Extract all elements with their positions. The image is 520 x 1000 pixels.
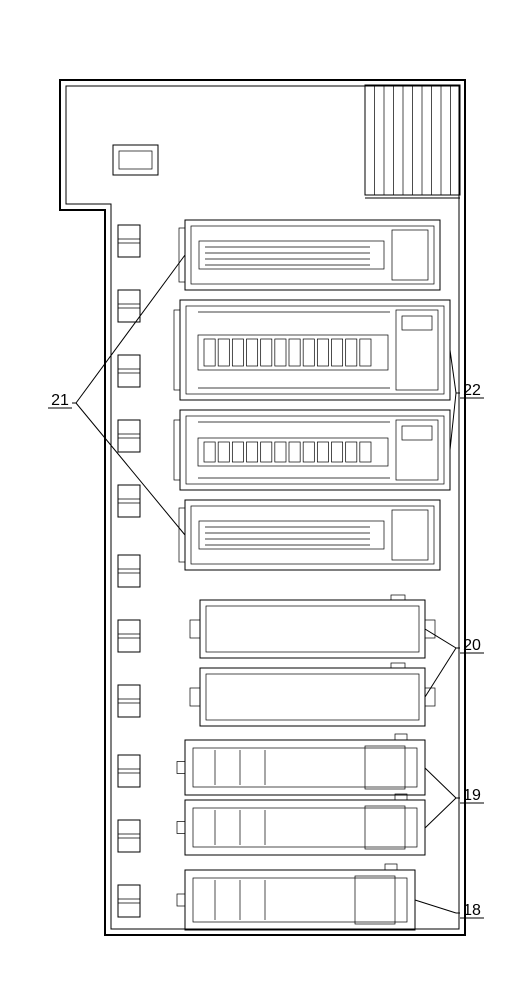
window bbox=[118, 355, 140, 387]
svg-text:19: 19 bbox=[463, 787, 481, 804]
station-20 bbox=[190, 663, 435, 726]
station-21 bbox=[179, 220, 440, 290]
svg-text:21: 21 bbox=[51, 392, 69, 409]
station-20 bbox=[190, 595, 435, 658]
window bbox=[118, 685, 140, 717]
window bbox=[118, 555, 140, 587]
callout-22: 22 bbox=[450, 350, 484, 450]
svg-text:22: 22 bbox=[463, 382, 481, 399]
window bbox=[118, 820, 140, 852]
station-19 bbox=[177, 794, 425, 855]
floor-plan-drawing: 18 19 20 21 22 bbox=[0, 0, 520, 1000]
callout-19: 19 bbox=[425, 768, 484, 828]
callout-21: 21 bbox=[48, 255, 185, 535]
window bbox=[118, 485, 140, 517]
window bbox=[118, 225, 140, 257]
window bbox=[118, 420, 140, 452]
svg-text:20: 20 bbox=[463, 637, 481, 654]
window bbox=[118, 755, 140, 787]
window bbox=[118, 885, 140, 917]
building-inner bbox=[66, 86, 459, 929]
station-21 bbox=[179, 500, 440, 570]
station-19 bbox=[177, 734, 425, 795]
window bbox=[118, 620, 140, 652]
building-outer bbox=[60, 80, 465, 935]
callout-18: 18 bbox=[415, 900, 484, 919]
station-22 bbox=[174, 300, 450, 400]
station-18 bbox=[177, 864, 415, 930]
svg-text:18: 18 bbox=[463, 902, 481, 919]
station-22 bbox=[174, 410, 450, 490]
callout-20: 20 bbox=[425, 629, 484, 697]
window bbox=[118, 290, 140, 322]
